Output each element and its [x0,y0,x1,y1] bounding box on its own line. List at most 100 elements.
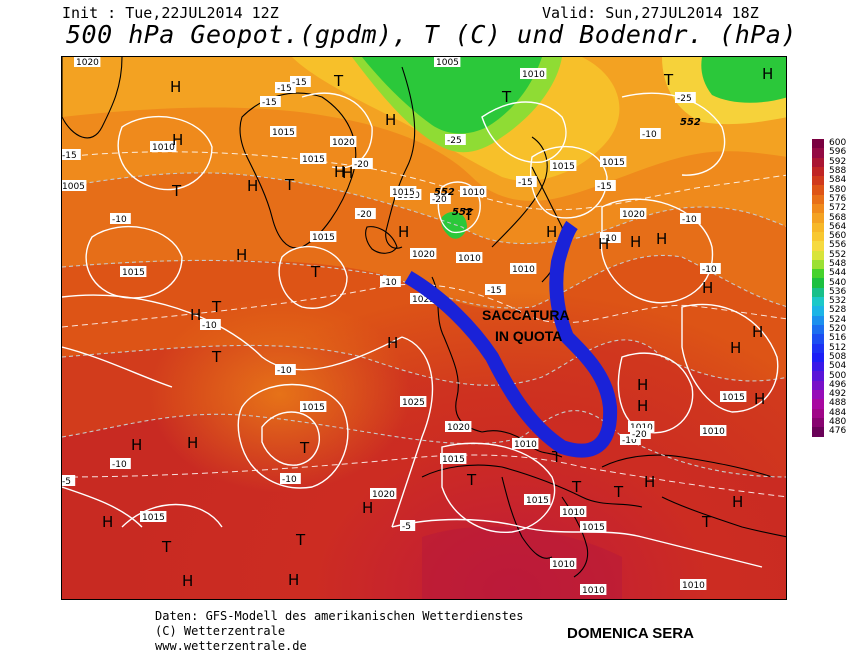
legend-label: 572 [829,203,847,214]
pressure-label: 1010 [582,586,605,596]
legend-label: 556 [829,240,847,251]
high-pressure-marker: H [170,78,181,96]
legend-label: 524 [829,314,847,325]
high-pressure-marker: H [702,279,713,297]
pressure-label: 1025 [412,295,435,305]
high-pressure-marker: H [762,65,773,83]
legend-swatch [812,213,824,223]
high-pressure-marker: H [182,572,193,590]
temp-label-bg [430,193,451,204]
temp-label: -10 [282,475,297,485]
legend-swatch [812,231,824,242]
legend-swatch [812,194,824,205]
pressure-label-bg [62,180,87,191]
legend-label: 548 [829,259,847,269]
temp-label: -20 [354,160,369,170]
pressure-label-bg [628,421,655,432]
legend-label: 576 [829,193,847,204]
low-pressure-marker: T [613,483,624,501]
pressure-label-bg [600,156,627,167]
pressure-label-bg [400,396,427,407]
temp-label: -15 [597,182,612,192]
pressure-label: 1020 [412,250,435,260]
legend-swatch [812,166,824,177]
legend-label: 480 [829,417,847,428]
temp-label-bg [400,520,416,531]
pressure-label-bg [390,186,417,197]
pressure-label-bg [270,126,297,137]
low-pressure-marker: T [701,513,712,531]
pressure-label: 1020 [372,490,395,500]
footer-copyright: (C) Wetterzentrale [155,624,286,638]
pressure-label-bg [520,68,547,79]
legend-swatch [812,390,824,400]
pressure-label-bg [700,425,727,436]
legend-label: 588 [829,166,847,177]
pressure-label-bg [440,453,467,464]
legend-row: 584 [812,176,846,186]
legend-row: 520 [812,325,846,335]
pressure-label-bg [524,494,551,505]
low-pressure-marker: T [171,182,182,200]
legend-swatch [812,139,824,149]
legend-row: 540 [812,277,847,288]
pressure-label: 1015 [722,393,745,403]
high-pressure-marker: H [190,306,201,324]
pressure-label-bg [445,421,472,432]
pressure-label: 1010 [462,188,485,198]
high-pressure-marker: H [247,177,258,195]
low-pressure-marker: T [310,263,321,281]
height-fill [62,57,786,599]
trough-label-line2: IN QUOTA [495,328,562,344]
legend-row: 496 [812,379,847,391]
temp-label: -10 [642,130,657,140]
low-pressure-marker: T [284,176,295,194]
legend-swatch [812,297,824,307]
temp-label-bg [260,96,281,107]
legend-swatch [812,250,824,260]
legend-label: 496 [829,379,847,390]
legend-label: 552 [829,249,847,260]
legend-label: 596 [829,147,847,158]
legend-swatch [812,278,824,288]
pressure-label-bg [120,266,147,277]
high-pressure-marker: H [656,230,667,248]
legend-row: 588 [812,166,847,177]
pressure-label-bg [74,57,101,67]
temp-label: -15 [262,98,277,108]
legend-label: 528 [829,305,847,316]
high-pressure-marker: H [387,334,398,352]
pressure-label: 1015 [602,158,625,168]
legend-swatch [812,204,824,214]
pressure-label: 1015 [122,268,145,278]
legend-swatch [812,157,824,167]
temp-label-bg [630,428,651,439]
temp-label: -25 [677,94,692,104]
temp-label: -10 [682,215,697,225]
pressure-label: 1020 [622,210,645,220]
legend-swatch [812,408,824,418]
legend-row: 532 [812,297,846,307]
map-title: 500 hPa Geopot.(gpdm), T (C) und Bodendr… [66,20,797,49]
legend-label: 476 [829,426,847,437]
init-time: Init : Tue,22JUL2014 12Z [62,4,279,22]
legend-row: 536 [812,287,846,298]
valid-time: Valid: Sun,27JUL2014 18Z [542,4,759,22]
temp-label: -15 [292,78,307,88]
pressure-label: 1010 [512,265,535,275]
high-pressure-marker: H [732,493,743,511]
footer-source: Daten: GFS-Modell des amerikanischen Wet… [155,609,524,623]
pressure-label: 1015 [526,496,549,506]
pressure-label: 1005 [62,182,85,192]
temp-label-bg [355,208,376,219]
high-pressure-marker: H [398,223,409,241]
high-pressure-marker: H [630,233,641,251]
legend-label: 580 [829,184,847,195]
temp-label-bg [600,232,621,243]
legend-swatch [812,306,824,316]
pressure-label-bg [330,136,357,147]
temp-label: -20 [357,210,372,220]
temp-label-bg [110,458,131,469]
pressure-label: 1010 [552,560,575,570]
legend-label: 540 [829,277,847,288]
